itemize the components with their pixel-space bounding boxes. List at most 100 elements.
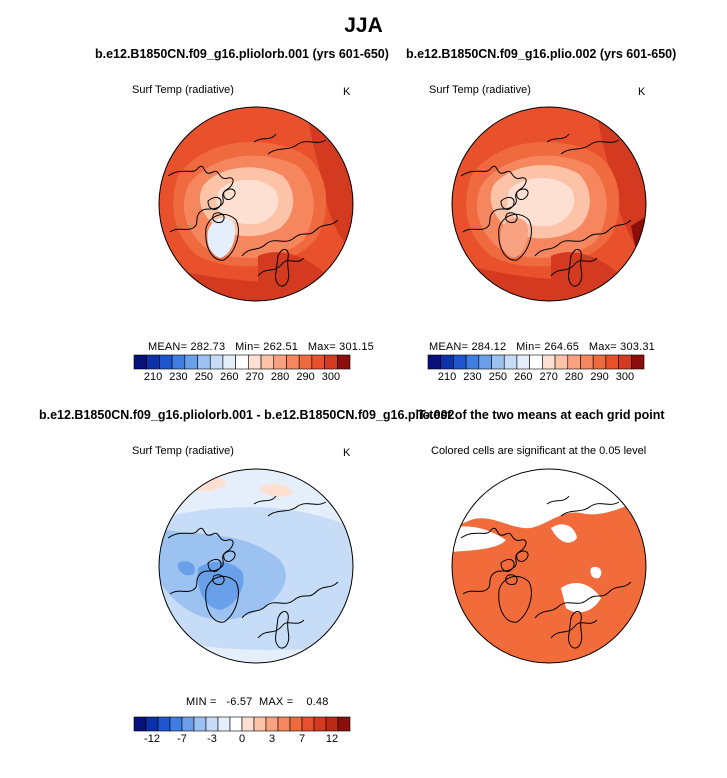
colorbar-tick-label: 280	[270, 371, 290, 383]
colorbar-tick-label: 290	[296, 371, 315, 383]
coastline-archipelago	[207, 550, 236, 585]
colorbar-tick-label: 280	[564, 371, 584, 383]
colorbar-cell	[618, 354, 632, 370]
colorbar-tick-label: 3	[268, 733, 276, 745]
panel-3-title: b.e12.B1850CN.f09_g16.pliolorb.001 - b.e…	[39, 408, 455, 422]
colorbar-cell	[605, 354, 619, 370]
colorbar-cell	[209, 354, 224, 370]
colorbar-tick-label: -3	[207, 733, 217, 745]
colorbar-cell	[478, 354, 492, 370]
colorbar-strip	[133, 354, 351, 370]
panel-4-variable: Colored cells are significant at the 0.0…	[431, 445, 647, 457]
coastline-eurasia	[241, 581, 339, 639]
colorbar-tick-label: 250	[194, 371, 214, 383]
colorbar-tick-label: 210	[143, 371, 163, 383]
colorbar-cell	[567, 354, 581, 370]
panel-2-stats: MEAN= 284.12 Min= 264.65 Max= 303.31	[429, 341, 655, 353]
panel-2-variable: Surf Temp (radiative)	[429, 84, 531, 96]
coastline-siberia	[253, 133, 327, 155]
coastline-scandinavia	[275, 249, 290, 287]
colorbar-cell	[289, 716, 303, 732]
coastline-scandinavia	[568, 611, 583, 649]
colorbar-cell	[427, 354, 442, 370]
panel-2-units: K	[638, 86, 646, 98]
map-polar-core	[507, 178, 575, 227]
colorbar-cell	[248, 354, 262, 370]
panel-4-title: T-test of the two means at each grid poi…	[418, 408, 665, 422]
panel-1-title: b.e12.B1850CN.f09_g16.pliolorb.001 (yrs …	[95, 47, 389, 61]
colorbar-cell	[313, 716, 327, 732]
map-nonsig-small	[590, 566, 602, 579]
colorbar-cell	[298, 354, 313, 370]
colorbar-cell	[542, 354, 556, 370]
colorbar-cell	[286, 354, 300, 370]
colorbar-cell	[241, 716, 255, 732]
colorbar-tick-label: -12	[144, 733, 160, 745]
colorbar-cell	[491, 354, 505, 370]
colorbar-cell	[325, 716, 339, 732]
colorbar-tick-label: 250	[488, 371, 508, 383]
panel-1-variable: Surf Temp (radiative)	[132, 84, 234, 96]
coastline-eurasia	[241, 219, 339, 277]
coastline-greenland	[498, 575, 532, 623]
colorbar-cell	[133, 354, 148, 370]
colorbar-cell	[311, 354, 325, 370]
map-diff-positive-2	[258, 483, 293, 498]
colorbar-cell	[197, 354, 211, 370]
colorbar-tick-label: 300	[321, 371, 341, 383]
coastline-scandinavia	[275, 611, 290, 649]
colorbar-tick-label: 12	[325, 733, 339, 745]
panel-2-title: b.e12.B1850CN.f09_g16.plio.002 (yrs 601-…	[406, 47, 677, 61]
colorbar-tick-label: 210	[437, 371, 457, 383]
colorbar-cell	[205, 716, 219, 732]
colorbar-cell	[465, 354, 480, 370]
map-diff-strong-2	[177, 561, 195, 576]
colorbar-cell	[273, 354, 287, 370]
coastline-siberia	[253, 495, 327, 517]
colorbar-cell	[324, 354, 338, 370]
colorbar-cell	[265, 716, 279, 732]
panel-3-variable: Surf Temp (radiative)	[132, 445, 234, 457]
panel-3-map	[158, 468, 354, 664]
colorbar-tick-label: 300	[615, 371, 635, 383]
colorbar-cell	[253, 716, 267, 732]
colorbar-cell	[336, 354, 351, 370]
colorbar-tick-label: 260	[220, 371, 239, 383]
colorbar-cell	[503, 354, 518, 370]
colorbar-strip	[427, 354, 645, 370]
colorbar-cell	[592, 354, 607, 370]
coastline-greenland	[498, 213, 532, 261]
colorbar-cell	[181, 716, 195, 732]
coastline-eurasia	[534, 219, 632, 277]
coastline-archipelago	[500, 188, 529, 223]
colorbar-cell	[145, 716, 159, 732]
coastline-greenland	[205, 575, 239, 623]
colorbar-cell	[337, 716, 351, 732]
map-nonsig-east	[551, 524, 577, 543]
colorbar-tick-label: 230	[463, 371, 482, 383]
colorbar-cell	[169, 716, 183, 732]
colorbar-cell	[301, 716, 315, 732]
map-nonsig-mid	[452, 526, 506, 552]
panel-4-map	[451, 468, 647, 664]
colorbar-tick-label: 270	[245, 371, 264, 383]
colorbar-tick-label: 0	[238, 733, 246, 745]
colorbar-tick-label: 270	[539, 371, 558, 383]
panel-1-map	[158, 106, 354, 302]
colorbar-cell	[133, 716, 147, 732]
colorbar-cell	[235, 354, 249, 370]
colorbar-cell	[580, 354, 594, 370]
panel-1-stats: MEAN= 282.73 Min= 262.51 Max= 301.15	[148, 341, 374, 353]
colorbar-strip	[133, 716, 351, 732]
colorbar-tick-label: -7	[177, 733, 187, 745]
coastline-eurasia	[534, 581, 632, 639]
coastline-archipelago	[500, 550, 529, 585]
coastline-scandinavia	[568, 249, 583, 287]
panel-3-units: K	[343, 447, 351, 459]
coastline-siberia	[546, 495, 620, 517]
colorbar-cell	[222, 354, 236, 370]
panel-1-colorbar: 210 230 250 260 270 280 290 300	[133, 354, 351, 383]
colorbar-tick-label: 230	[169, 371, 188, 383]
panel-1-units: K	[343, 86, 351, 98]
colorbar-cell	[217, 716, 231, 732]
